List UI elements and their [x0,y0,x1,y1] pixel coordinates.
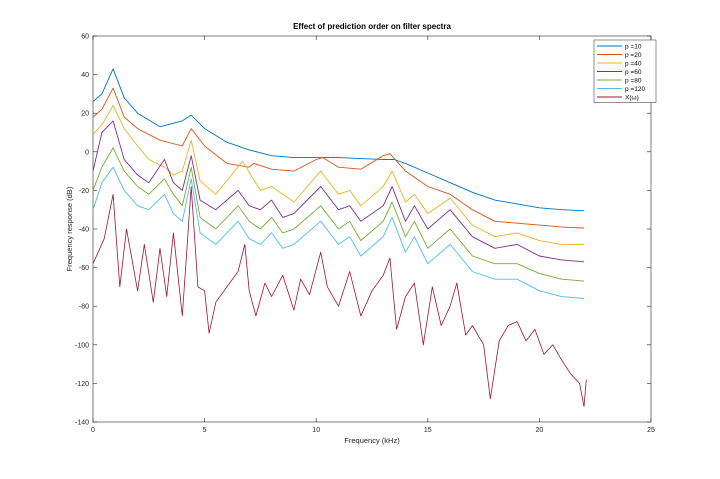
x-tick-label: 0 [91,427,95,434]
chart-title: Effect of prediction order on filter spe… [293,22,451,31]
y-tick-label: 60 [81,34,89,41]
y-tick-label: 40 [81,72,89,79]
legend-label: p =80 [625,77,642,84]
legend-label: p =40 [625,60,642,67]
y-tick-label: -60 [79,265,89,272]
x-tick-label: 5 [203,427,207,434]
y-tick-label: 0 [85,149,89,156]
y-tick-label: -100 [75,342,89,349]
y-tick-label: -40 [79,227,89,234]
y-tick-label: -120 [75,381,89,388]
series-line-5 [92,166,585,299]
legend-label: p =120 [625,86,645,93]
x-tick-label: 25 [647,427,655,434]
series-line-6 [92,186,587,407]
series-line-0 [92,68,585,212]
y-tick-label: 20 [81,111,89,118]
plot-area [92,35,652,423]
y-axis-label: Frequency response (dB) [65,186,74,271]
y-tick-label: -20 [79,188,89,195]
x-tick-label: 20 [536,427,544,434]
legend-label: X(ω) [625,94,639,101]
series-line-1 [92,87,585,229]
legend-label: p =10 [625,43,642,50]
legend-label: p =60 [625,69,642,76]
y-tick-label: -140 [75,420,89,427]
x-tick-label: 15 [424,427,432,434]
series-line-3 [92,120,585,263]
x-tick-label: 10 [312,427,320,434]
series-line-4 [92,147,585,282]
legend-box [593,39,657,103]
x-axis-label: Frequency (kHz) [344,436,400,445]
y-tick-label: -80 [79,304,89,311]
legend-label: p =20 [625,52,642,59]
series-line-2 [92,105,584,245]
